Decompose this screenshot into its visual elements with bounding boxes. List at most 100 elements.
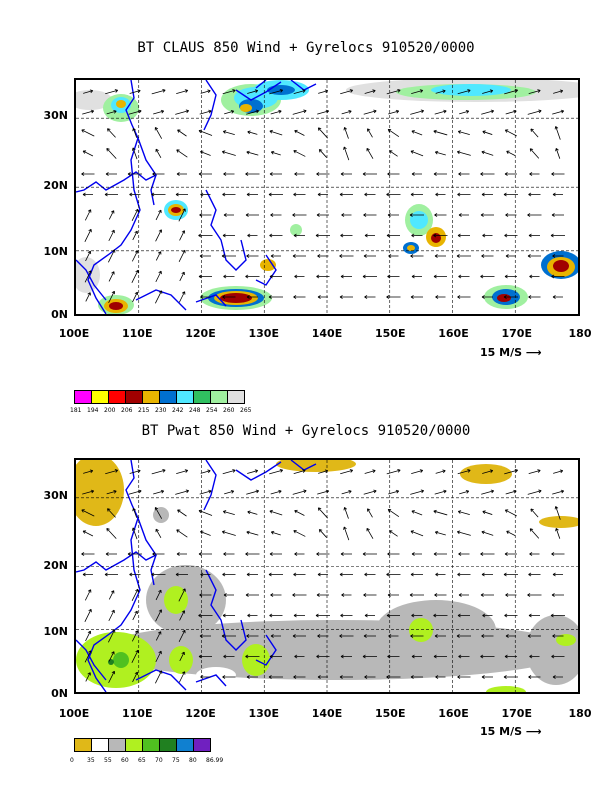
wind-arrow (106, 147, 117, 159)
wind-arrow (152, 172, 165, 176)
colorbar-swatch (108, 738, 126, 752)
colorbar-tick-label: 65 (138, 757, 146, 764)
wind-arrow (82, 150, 94, 157)
wind-arrow (317, 295, 328, 299)
wind-arrow (504, 233, 518, 238)
wind-arrow (343, 526, 350, 541)
wind-arrow (151, 572, 166, 577)
wind-arrow (480, 654, 495, 659)
wind-arrow (386, 88, 401, 95)
wind-arrow (364, 675, 376, 679)
wind-arrow (200, 192, 211, 197)
wind-arrow (84, 650, 92, 663)
wind-arrow (85, 630, 92, 642)
wind-arrow (153, 109, 165, 115)
wind-arrow (552, 489, 565, 495)
wind-arrow (294, 654, 305, 659)
wind-arrow (527, 213, 542, 217)
wind-arrow (199, 109, 212, 115)
reference-vector-label: 15 M/S ⟶ (480, 725, 542, 738)
wind-arrow (246, 634, 259, 638)
wind-arrow (433, 613, 448, 618)
wind-arrow (270, 489, 282, 495)
wind-arrow (81, 552, 95, 556)
wind-arrow (247, 130, 258, 135)
lon-label: 140E (311, 327, 343, 340)
wind-arrow (132, 671, 139, 683)
wind-arrow (247, 89, 259, 94)
wind-arrow (155, 650, 162, 663)
wind-arrow (316, 172, 330, 176)
wind-arrow (457, 233, 470, 238)
wind-arrow (364, 469, 376, 474)
wind-arrow (269, 654, 282, 659)
wind-arrow (504, 129, 517, 137)
wind-arrow (155, 148, 162, 159)
wind-arrow (129, 89, 141, 94)
wind-arrow (222, 233, 235, 238)
wind-arrow (458, 213, 469, 217)
wind-arrow (179, 610, 186, 621)
wind-arrow (386, 613, 400, 618)
wind-arrow (529, 654, 540, 659)
colorbar-swatch (176, 390, 194, 404)
wind-arrow (553, 89, 564, 94)
wind-arrow (106, 109, 117, 115)
colorbar-swatch (210, 390, 228, 404)
wind-arrow (269, 468, 284, 475)
coastline (76, 80, 317, 314)
wind-arrow (341, 109, 352, 115)
wind-arrow (389, 530, 398, 537)
wind-arrow (366, 527, 374, 539)
wind-arrow (317, 507, 328, 519)
bottom-map-title: BT Pwat 850 Wind + Gyrelocs 910520/0000 (141, 423, 471, 439)
wind-arrow (340, 654, 352, 659)
wind-arrow (341, 489, 352, 495)
lon-label: 110E (122, 327, 153, 340)
wind-arrow (270, 213, 282, 217)
wind-arrow (270, 530, 281, 536)
lat-lon-grid (76, 80, 578, 314)
pwat-colorbar (74, 738, 211, 752)
wind-arrow (82, 489, 95, 495)
wind-arrow (198, 509, 213, 516)
wind-arrow (364, 295, 376, 299)
wind-arrow (105, 89, 119, 95)
wind-arrow (246, 295, 258, 299)
wind-arrow (552, 572, 563, 577)
wind-arrow (293, 295, 306, 299)
wind-arrow (363, 254, 376, 258)
wind-arrow (528, 675, 541, 679)
wind-arrow (223, 552, 235, 556)
wind-arrow (340, 172, 352, 176)
wind-arrow (200, 469, 211, 474)
wind-arrow (155, 229, 163, 242)
wind-arrow (343, 146, 350, 161)
wind-arrow (530, 508, 539, 518)
wind-arrow (178, 249, 186, 262)
wind-arrow (364, 613, 375, 618)
wind-arrow (409, 593, 424, 597)
wind-arrow (269, 233, 283, 238)
colorbar-swatch (142, 738, 160, 752)
reference-vector-text: 15 M/S (480, 346, 523, 359)
wind-arrow (528, 295, 541, 299)
wind-arrow (175, 109, 190, 115)
lon-label: 130E (248, 327, 279, 340)
wind-arrow (481, 489, 495, 495)
wind-arrow (386, 468, 401, 475)
colorbar-tick-label: 215 (138, 407, 150, 414)
wind-arrow (292, 213, 307, 217)
wind-arrow (151, 88, 166, 95)
wind-arrow (199, 213, 212, 217)
wind-arrow (410, 634, 424, 638)
wind-arrow (481, 150, 494, 156)
wind-arrow (481, 634, 494, 638)
wind-arrow (528, 469, 541, 474)
top-map-title: BT CLAUS 850 Wind + Gyrelocs 910520/0000 (137, 40, 475, 56)
wind-arrow (293, 529, 306, 537)
wind-arrow (363, 213, 377, 217)
wind-arrow (84, 589, 92, 601)
wind-arrow (268, 295, 283, 299)
wind-arrow (84, 608, 92, 622)
